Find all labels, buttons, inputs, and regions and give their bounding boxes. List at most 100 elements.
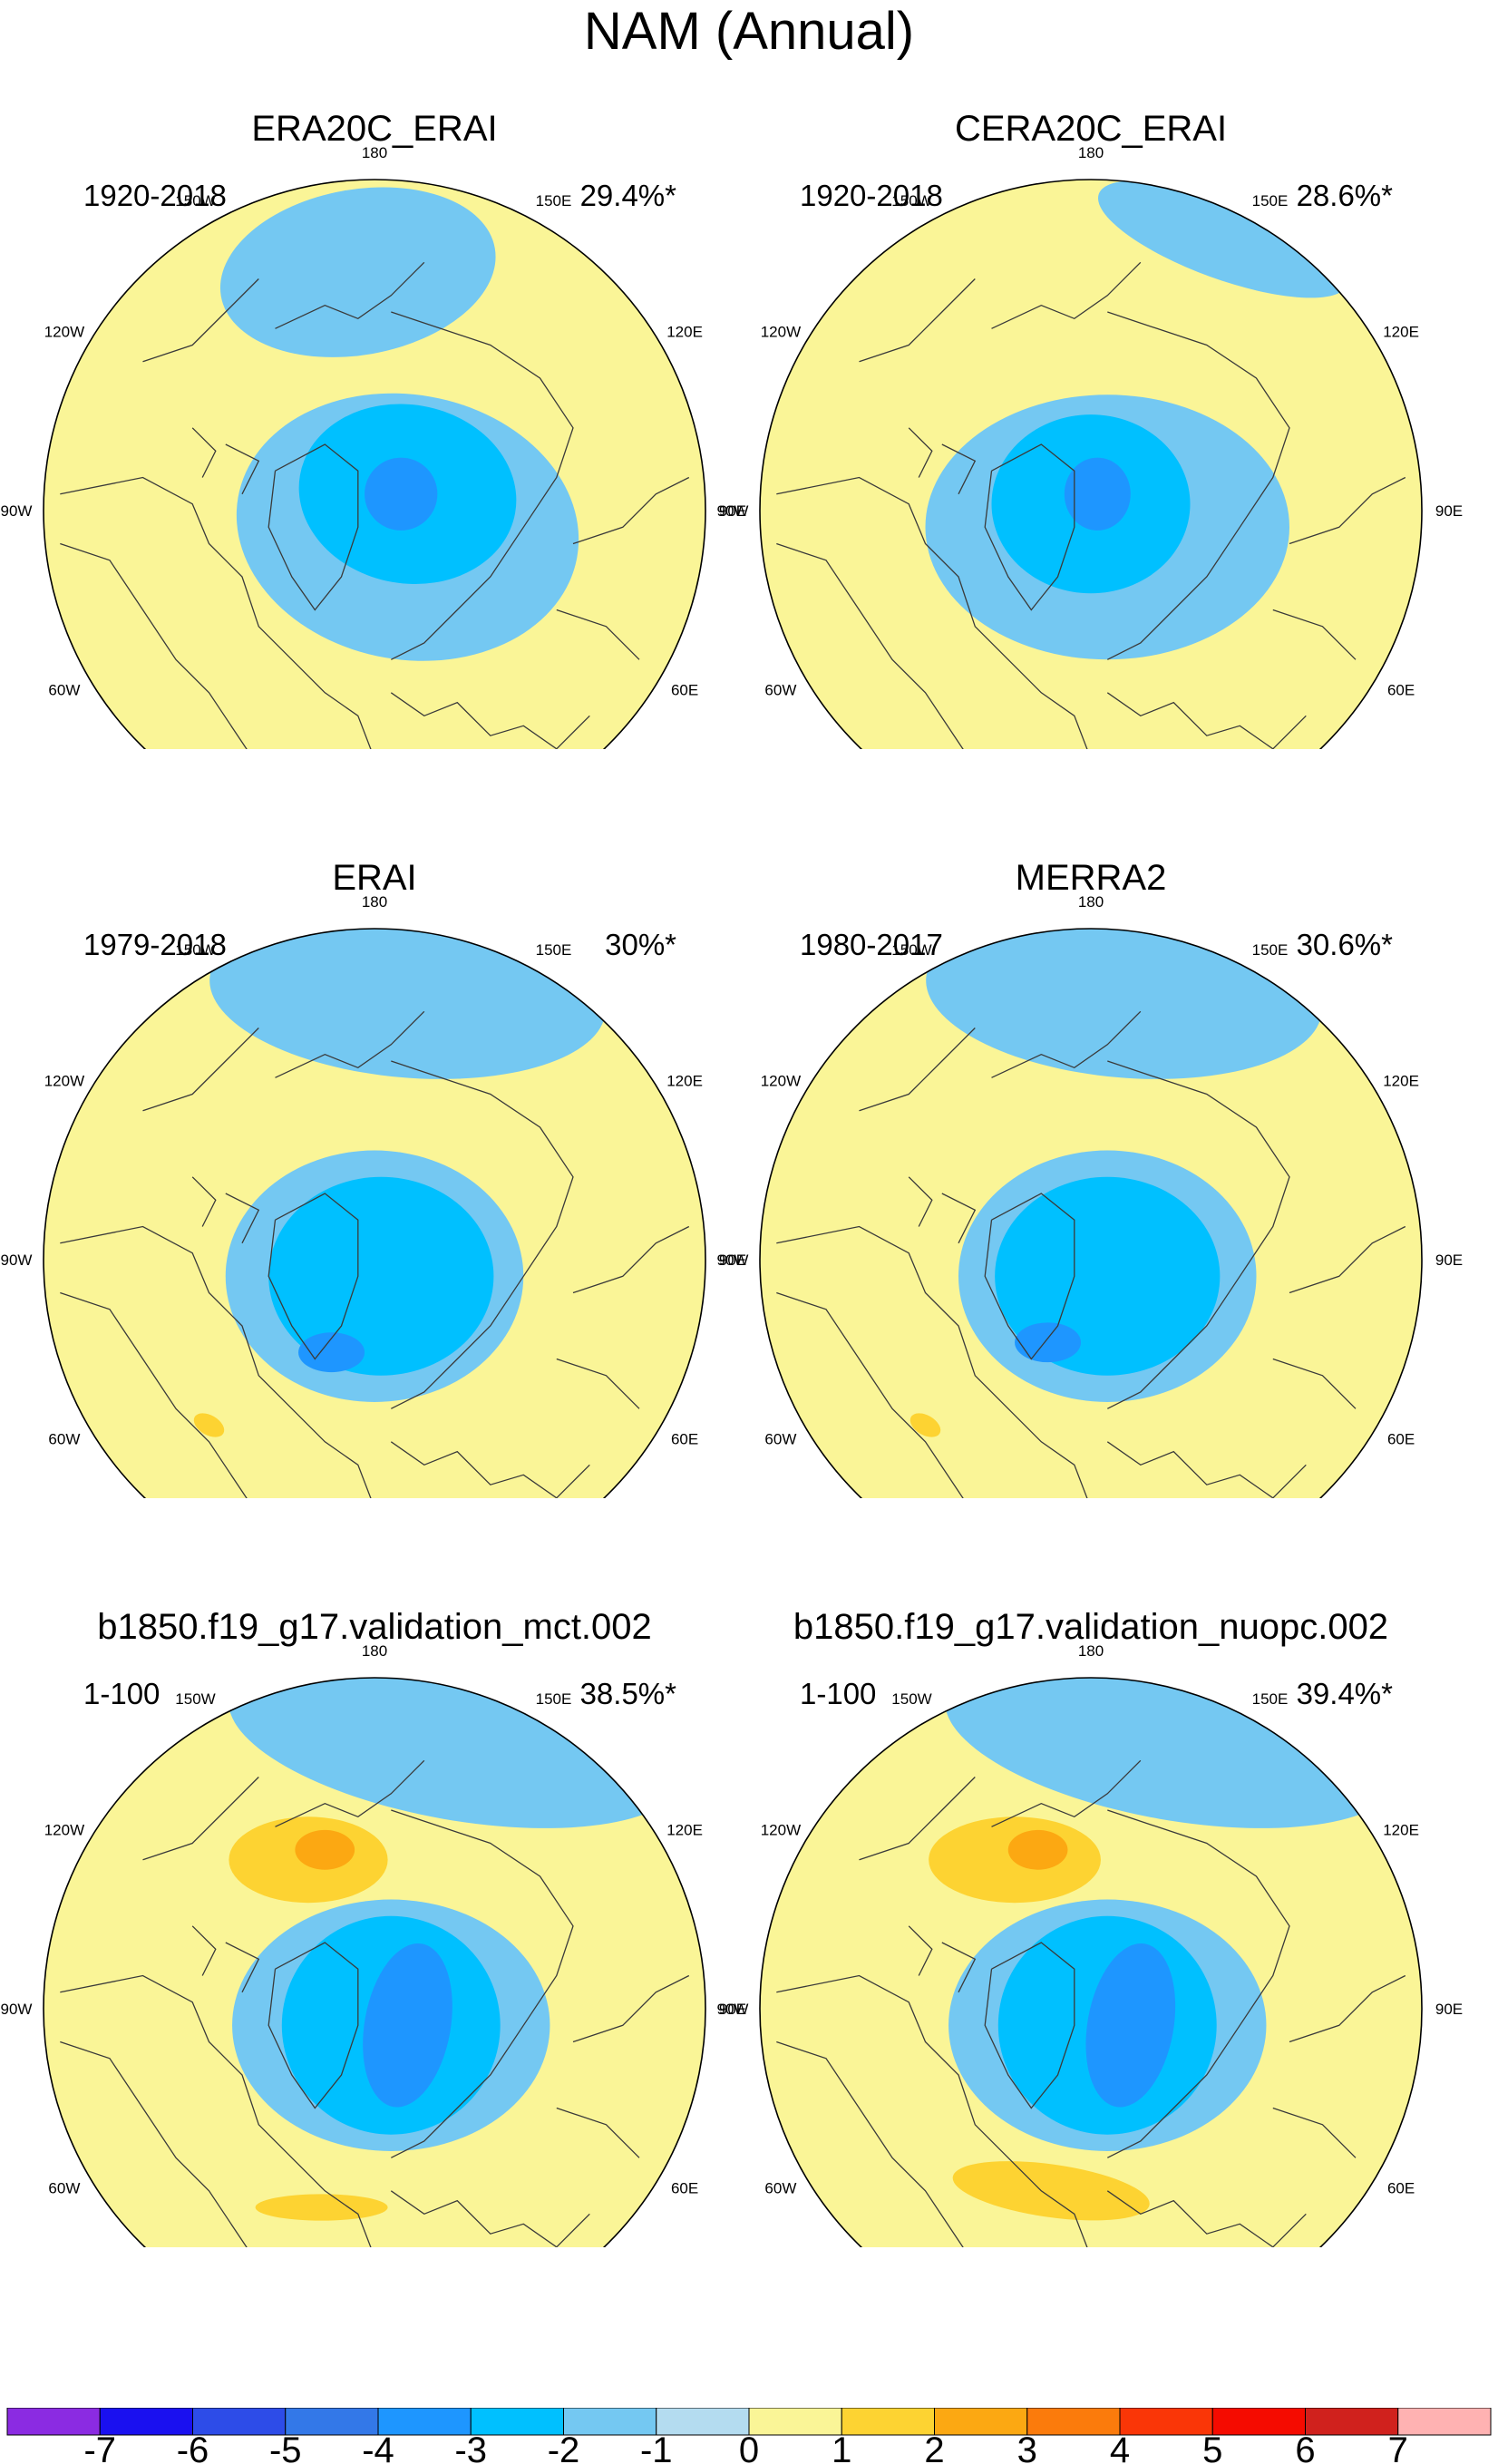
panel-period: 1980-2017 [800,928,943,961]
panel-variance-explained: 30.6%* [1296,928,1393,961]
coastline [991,1010,1142,1078]
coastline [1106,2190,1307,2247]
longitude-label: 90E [1435,2001,1463,2018]
coastline [941,443,977,495]
negative-anomaly-region [1015,1322,1082,1363]
colorbar-tick-label: -5 [269,2430,302,2464]
coastline [859,278,976,363]
coastline [60,1974,392,2247]
map-boundary [43,928,706,1498]
longitude-label: 150W [891,192,931,209]
colorbar-tick-label: -6 [177,2430,209,2464]
coastline [776,2040,993,2247]
longitude-label: 120W [44,1822,84,1839]
coastline [275,261,425,329]
coastline [275,1759,425,1827]
coastline [60,2040,277,2247]
longitude-label: 120E [1383,324,1419,341]
coastline [1289,476,1406,545]
coastline [390,692,590,749]
coastlines [60,1759,690,2247]
panel-period: 1979-2018 [83,928,227,961]
colorbar-bin [6,2408,101,2436]
panel-variance-explained: 28.6%* [1296,179,1393,212]
longitude-label: 120E [1383,1822,1419,1839]
longitude-label: 150W [175,192,215,209]
coastline [391,1060,574,1409]
longitude-label: 120E [666,1073,703,1090]
negative-anomaly-region [365,457,438,531]
colorbar-tick-label: 1 [832,2430,851,2464]
colorbar-bin [470,2408,564,2436]
coastline [1106,1441,1307,1498]
colorbar-tick-label: -2 [548,2430,580,2464]
coastline [60,1225,392,1498]
coastline [391,1809,574,2158]
colorbar-bin [1026,2408,1121,2436]
polar-map: 180150E120E90E60E30E030W60W90W120W150W [1,144,746,749]
longitude-label: 90E [719,1251,746,1269]
coastline [941,1193,977,1244]
map-panel-validation-nuopc: b1850.f19_g17.validation_nuopc.002 1-100… [716,1498,1465,2247]
longitude-label: 120W [761,324,801,341]
colorbar-bin [192,2408,287,2436]
longitude-label: 60W [48,1431,80,1448]
panel-period: 1-100 [83,1677,160,1710]
positive-anomaly-region [295,1829,355,1870]
longitude-label: 90E [719,2001,746,2018]
positive-anomaly-region [1007,1829,1068,1870]
coastline [60,1291,277,1498]
coastline [1289,1974,1406,2043]
positive-anomaly-region [952,2161,1150,2221]
colorbar-tick-label: 3 [1017,2430,1037,2464]
coastlines [60,1010,690,1498]
longitude-label: 180 [362,144,387,161]
coastline [776,476,1108,749]
longitude-label: 90W [1,2001,33,2018]
longitude-label: 90E [719,502,746,520]
longitude-label: 60E [1387,1431,1415,1448]
longitude-label: 60W [764,682,796,699]
negative-anomaly-region [219,187,496,357]
coastline [991,1759,1142,1827]
coastline [191,1176,217,1227]
longitude-label: 150E [536,1690,572,1708]
panel-variance-explained: 38.5%* [579,1677,676,1710]
coastline [391,311,574,660]
longitude-label: 60E [671,682,698,699]
coastline [1272,1358,1357,1409]
longitude-label: 120W [761,1073,801,1090]
contour-regions [910,929,1322,1437]
panel-period: 1-100 [800,1677,877,1710]
longitude-label: 150E [536,941,572,959]
coastline [984,1193,1075,1360]
colorbar: -7 -6 -5 -4 -3 -2 -1 0 1 2 3 4 5 6 7 [0,2408,1498,2464]
colorbar-bin [377,2408,472,2436]
coastline [142,278,259,363]
coastlines [776,261,1406,749]
panel-period: 1920-2018 [800,179,943,212]
colorbar-bin [1305,2408,1399,2436]
colorbar-tick-label: 6 [1295,2430,1315,2464]
coastline [908,1176,933,1227]
coastline [1272,609,1357,660]
colorbar-tick-label: 0 [739,2430,759,2464]
longitude-label: 120E [1383,1073,1419,1090]
panel-title: ERAI [332,858,417,898]
panel-variance-explained: 29.4%* [579,179,676,212]
coastline [572,1225,690,1294]
longitude-label: 150E [1252,941,1289,959]
colorbar-tick-label: 4 [1110,2430,1130,2464]
colorbar-bin [748,2408,842,2436]
coastline [776,1974,1108,2247]
coastlines [776,1010,1406,1498]
coastline [572,476,690,545]
colorbar-bin [563,2408,657,2436]
coastline [859,1027,976,1112]
map-panel-merra2: MERRA2 1980-2017 30.6%* 180 150E 120E 90E 60… [716,749,1465,1498]
colorbar-bin [1119,2408,1213,2436]
coastline [776,1225,1108,1498]
longitude-label: 120W [44,324,84,341]
colorbar-graphic: -7 -6 -5 -4 -3 -2 -1 0 1 2 3 4 5 6 7 [6,2408,1492,2464]
coastlines [776,1759,1406,2247]
